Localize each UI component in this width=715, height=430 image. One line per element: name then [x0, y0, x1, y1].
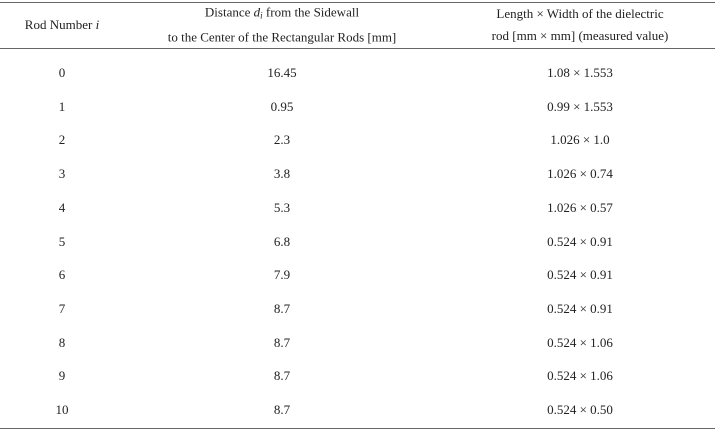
table-cell: 9: [58, 368, 66, 384]
table-cell: 3.8: [273, 166, 291, 182]
table-cell: 5: [58, 233, 66, 249]
header-cell: Rod Number i: [25, 14, 99, 36]
header-rule: [0, 48, 715, 49]
header-line: Distance di from the Sidewall: [168, 2, 397, 27]
header-cell: Distance di from the Sidewall to the Cen…: [168, 2, 397, 49]
table-cell: 2.3: [273, 132, 291, 148]
top-rule: [0, 2, 715, 3]
table-cell: 1.026 × 0.57: [547, 199, 613, 215]
table-cell: 2: [58, 132, 66, 148]
table-cell: 8.7: [273, 368, 291, 384]
table-cell: 0.95: [270, 98, 294, 114]
table-cell: 0.524 × 0.91: [547, 300, 613, 316]
table-cell: 16.45: [267, 65, 297, 80]
table-cell: 0.524 × 1.06: [547, 368, 613, 384]
header-text: i: [95, 17, 100, 32]
table-cell: 3: [58, 166, 66, 182]
header-text: from the Sidewall: [262, 4, 360, 20]
table-cell: 0.524 × 0.91: [547, 267, 613, 283]
table-cell: 10: [55, 402, 69, 417]
header-text: d: [253, 4, 261, 20]
header-cell: Length × Width of the dielectric rod [mm…: [492, 3, 669, 47]
table-cell: 1: [58, 98, 66, 114]
table-cell: 8.7: [273, 300, 291, 316]
header-text: to the Center of the Rectangular Rods [m…: [167, 29, 397, 45]
table-cell: 0.524 × 0.50: [547, 402, 613, 417]
bottom-rule: [0, 428, 715, 429]
table-cell: 4: [58, 199, 66, 215]
table-cell: 0.524 × 0.91: [547, 233, 613, 249]
table-cell: 6: [58, 267, 66, 283]
header-text: rod [mm × mm] (measured value): [491, 28, 669, 43]
header-text: Length × Width of the dielectric: [496, 6, 664, 21]
table-cell: 0.99 × 1.553: [547, 98, 613, 114]
table-cell: 0: [58, 65, 66, 80]
table-cell: 7.9: [273, 267, 291, 283]
table-cell: 1.08 × 1.553: [547, 65, 613, 80]
header-text: Distance: [204, 4, 254, 20]
table-cell: 0.524 × 1.06: [547, 334, 613, 350]
header-text: Rod Number: [24, 17, 96, 32]
table-cell: 7: [58, 300, 66, 316]
table-cell: 8: [58, 334, 66, 350]
header-text: i: [260, 10, 263, 21]
table-cell: 1.026 × 0.74: [547, 166, 613, 182]
table-cell: 5.3: [273, 199, 291, 215]
table-cell: 1.026 × 1.0: [550, 132, 610, 148]
table-cell: 8.7: [273, 402, 291, 417]
table-cell: 6.8: [273, 233, 291, 249]
table-cell: 8.7: [273, 334, 291, 350]
